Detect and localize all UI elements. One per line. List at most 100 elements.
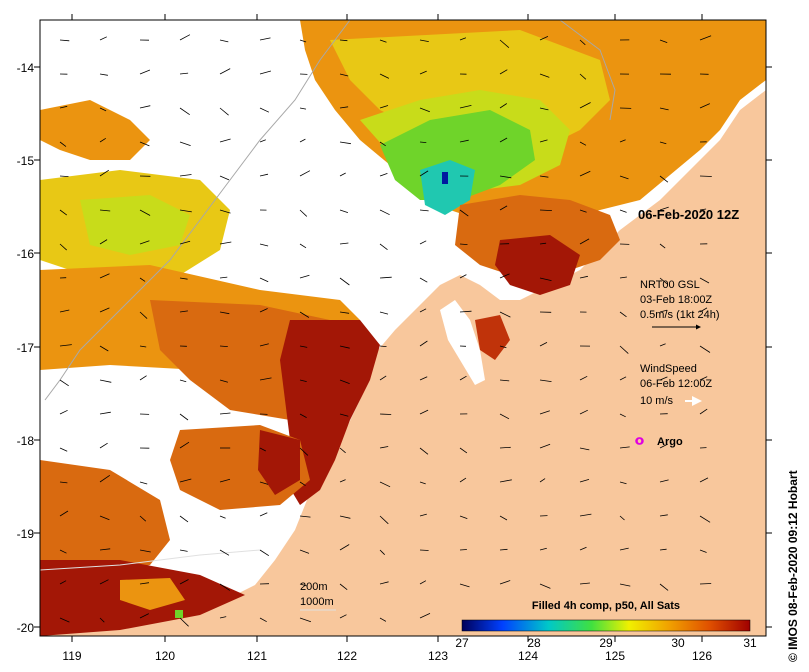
current-vector <box>259 277 269 283</box>
sst-nw-orange <box>40 100 150 160</box>
land-mass <box>40 20 766 636</box>
current-vector <box>99 137 107 143</box>
current-vector <box>179 72 189 75</box>
current-vector <box>139 345 147 348</box>
current-vector <box>699 408 708 415</box>
current-vector <box>459 274 467 279</box>
plot-frame <box>39 19 767 637</box>
current-vector <box>659 309 668 313</box>
current-vector <box>699 35 712 41</box>
current-vector <box>179 209 192 213</box>
current-vector <box>579 238 590 245</box>
current-vector <box>259 343 269 347</box>
current-vector <box>219 311 230 315</box>
current-vector <box>499 413 510 420</box>
argo-legend-label: Argo <box>657 436 683 448</box>
current-vector <box>419 580 427 585</box>
current-vector <box>379 515 389 525</box>
current-vector <box>179 413 189 421</box>
current-vector <box>139 240 150 245</box>
current-vector <box>619 276 627 279</box>
current-vector <box>539 175 549 178</box>
current-vector <box>99 307 110 313</box>
current-vector <box>339 141 351 145</box>
isobath-1000-label: 1000m <box>300 596 334 608</box>
current-vector <box>619 547 629 551</box>
current-vector <box>219 345 228 347</box>
sst-sw-green <box>175 610 183 618</box>
current-vector <box>219 549 230 556</box>
current-vector <box>339 209 349 213</box>
current-vector <box>259 173 269 177</box>
sst-ne-green <box>380 110 535 200</box>
current-vector <box>499 137 508 143</box>
current-vector <box>99 474 111 483</box>
current-vector <box>179 379 187 383</box>
current-vector <box>139 69 151 75</box>
current-vector <box>499 205 508 211</box>
current-vector <box>539 443 551 449</box>
current-vector <box>379 549 385 555</box>
current-vector <box>299 549 310 554</box>
current-vector <box>419 170 429 177</box>
current-vector <box>379 141 386 147</box>
current-vector <box>619 481 627 485</box>
current-vector <box>619 311 627 318</box>
map-date-label: 06-Feb-2020 12Z <box>638 207 739 222</box>
wind-legend-title: WindSpeed <box>640 363 697 375</box>
wind-legend: WindSpeed 06-Feb 12:00Z 10 m/s <box>640 363 712 407</box>
isobath-200-label: 200m <box>300 581 328 593</box>
current-vector <box>619 345 629 354</box>
current-vector <box>339 413 349 417</box>
current-vector <box>59 175 69 177</box>
current-vector <box>659 479 669 483</box>
current-vector <box>179 441 190 449</box>
sst-ne-cyan <box>420 160 475 215</box>
current-vector <box>699 345 711 353</box>
argo-legend: Argo <box>635 436 683 448</box>
current-vector <box>579 409 588 415</box>
axis-ticks <box>34 14 772 642</box>
current-vector <box>619 413 626 418</box>
current-vector <box>139 277 146 282</box>
current-vector <box>459 310 472 313</box>
colorbar-tick-label: 31 <box>743 636 757 650</box>
current-vector <box>179 141 191 146</box>
current-vector <box>99 515 110 521</box>
current-vector <box>179 240 191 245</box>
current-vector <box>179 277 188 280</box>
current-vector <box>139 311 148 319</box>
current-vector <box>99 617 105 623</box>
current-vector <box>59 510 69 517</box>
current-vector <box>299 481 306 486</box>
current-vector <box>139 613 149 619</box>
current-vector <box>179 549 188 552</box>
current-vector <box>379 73 390 79</box>
current-vector <box>419 39 429 42</box>
current-vector <box>219 478 231 483</box>
current-vector <box>499 39 510 49</box>
current-vector <box>659 548 667 551</box>
current-vector <box>619 376 627 381</box>
current-vector <box>179 579 189 585</box>
colorbar-tick-label: 29 <box>599 636 613 650</box>
lon-tick-labels: 119 120 121 122 123 124 125 126 <box>62 649 712 663</box>
current-vector <box>59 617 70 623</box>
current-vector <box>499 175 512 179</box>
current-vector <box>539 583 551 589</box>
current-vector <box>99 36 107 41</box>
current-vector <box>499 479 512 483</box>
lat-tick-label: -16 <box>17 247 35 261</box>
current-vector <box>579 141 587 146</box>
current-vector <box>299 39 307 43</box>
current-vector <box>339 479 346 483</box>
current-vector <box>499 515 508 521</box>
current-vector <box>99 548 111 551</box>
current-vector <box>139 582 150 585</box>
current-vector <box>659 343 666 347</box>
current-vector <box>259 37 271 41</box>
current-vector <box>259 617 267 623</box>
lat-tick-label: -19 <box>17 527 35 541</box>
lon-tick-label: 125 <box>605 649 625 663</box>
sst-w-lime <box>80 195 190 255</box>
